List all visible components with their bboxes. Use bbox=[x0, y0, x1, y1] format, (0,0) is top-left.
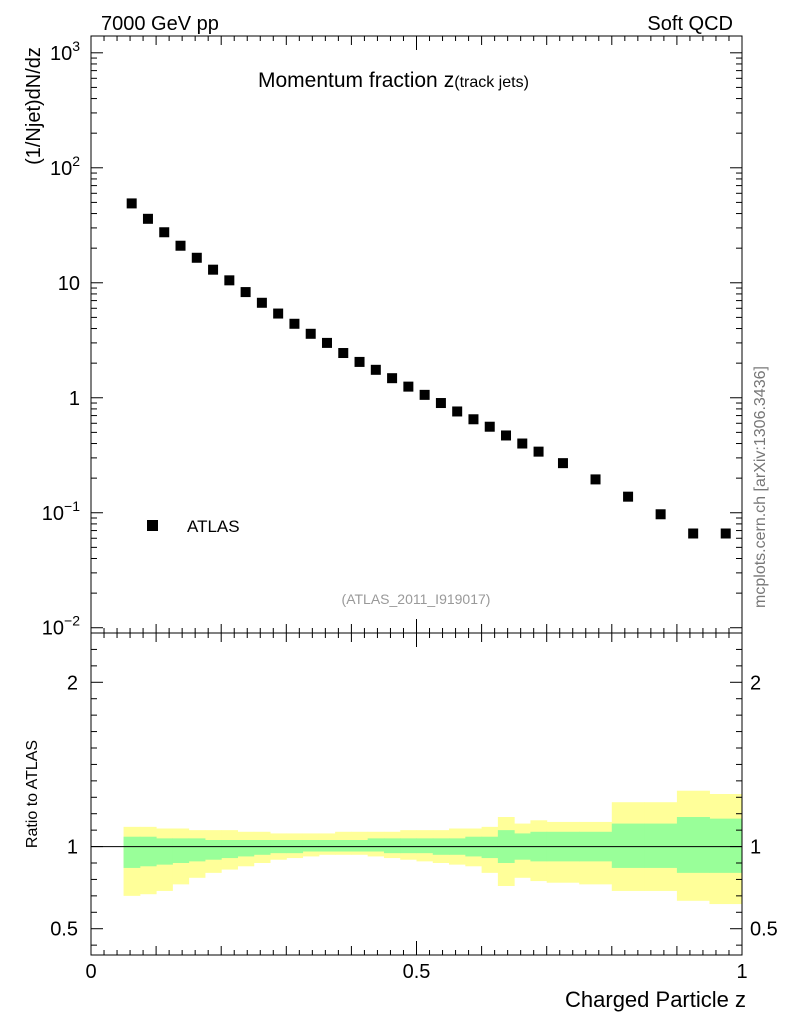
ratio-band-bin bbox=[709, 818, 743, 873]
data-point bbox=[370, 364, 381, 375]
ratio-band-bin bbox=[139, 836, 157, 867]
ratio-tick-label-right: 2 bbox=[750, 672, 761, 694]
legend-label: ATLAS bbox=[187, 517, 240, 536]
energy-label: 7000 GeV pp bbox=[101, 13, 219, 35]
ratio-tick-label-right: 0.5 bbox=[750, 919, 778, 941]
ratio-band-bin bbox=[367, 838, 385, 852]
data-point bbox=[273, 308, 284, 319]
data-point bbox=[517, 438, 528, 449]
ratio-band-bin bbox=[481, 836, 499, 859]
y-tick-label: 1 bbox=[69, 388, 80, 410]
y-tick-label: 10 bbox=[58, 273, 80, 295]
ratio-band-bin bbox=[172, 838, 190, 863]
process-label: Soft QCD bbox=[647, 13, 733, 35]
data-point bbox=[468, 414, 479, 425]
ratio-band-bin bbox=[204, 840, 222, 860]
plot-title-main: Momentum fraction bbox=[258, 69, 438, 92]
data-point bbox=[354, 356, 365, 367]
plot-title-var: z bbox=[444, 69, 455, 92]
ratio-y-tick-labels: 0.5 0.5 1 1 2 2 bbox=[50, 672, 778, 940]
source-credit: mcplots.cern.ch [arXiv:1306.3436] bbox=[752, 366, 769, 608]
data-point bbox=[142, 213, 153, 224]
ratio-tick-label-left: 0.5 bbox=[50, 919, 78, 941]
ratio-band-bin bbox=[237, 840, 255, 857]
data-point bbox=[256, 297, 267, 308]
ratio-band-bin bbox=[188, 838, 206, 862]
ratio-band-bin bbox=[156, 838, 173, 865]
data-point bbox=[175, 240, 186, 251]
main-ticks bbox=[90, 36, 743, 634]
data-point bbox=[623, 491, 634, 502]
ratio-band-bin bbox=[221, 840, 238, 859]
ratio-band-bin bbox=[318, 840, 336, 852]
ratio-band-bin bbox=[611, 823, 645, 868]
ratio-tick-label-left: 1 bbox=[67, 837, 78, 859]
ratio-panel: 0.5 0.51 12 2 0 0.5 1 Ratio to ATLAS bbox=[24, 632, 778, 983]
y-tick-label: 10−2 bbox=[42, 613, 80, 640]
x-tick-label: 0 bbox=[85, 961, 96, 983]
data-point bbox=[289, 318, 300, 329]
data-point bbox=[452, 406, 463, 417]
data-point bbox=[338, 348, 349, 359]
data-point bbox=[720, 528, 731, 539]
data-point bbox=[533, 446, 544, 457]
plot-title-sub: (track jets) bbox=[454, 74, 529, 91]
ratio-band-bin bbox=[644, 823, 678, 868]
ratio-tick-label-right: 1 bbox=[750, 837, 761, 859]
data-point bbox=[557, 458, 568, 469]
y-tick-label: 10−1 bbox=[42, 498, 80, 525]
ratio-band-bin bbox=[253, 840, 271, 855]
x-tick-label: 1 bbox=[736, 961, 747, 983]
data-point bbox=[224, 275, 235, 286]
data-point bbox=[208, 264, 219, 275]
ratio-band-bin bbox=[351, 840, 369, 852]
data-point bbox=[419, 389, 430, 400]
ratio-band-bin bbox=[383, 838, 401, 854]
ratio-tick-label-left: 2 bbox=[67, 672, 78, 694]
y-axis-label: (1/Njet)dN/dz bbox=[23, 47, 45, 165]
y-tick-label: 102 bbox=[50, 153, 80, 180]
data-point bbox=[126, 198, 137, 209]
ratio-band-bin bbox=[416, 838, 434, 854]
ratio-band-bin bbox=[123, 836, 141, 868]
ratio-ticks bbox=[90, 632, 743, 955]
data-point bbox=[484, 421, 495, 432]
main-frame bbox=[90, 35, 743, 634]
data-point bbox=[403, 381, 414, 392]
data-point bbox=[240, 287, 251, 298]
data-point bbox=[435, 398, 446, 409]
ratio-band-bin bbox=[676, 817, 710, 873]
data-point bbox=[688, 528, 699, 539]
ratio-band-bin bbox=[302, 840, 320, 852]
x-tick-label: 0.5 bbox=[403, 961, 431, 983]
data-point bbox=[191, 252, 202, 263]
data-point bbox=[305, 328, 316, 339]
ratio-axis-label: Ratio to ATLAS bbox=[24, 740, 41, 848]
ratio-band-bin bbox=[335, 840, 352, 852]
data-point bbox=[321, 337, 332, 348]
data-point bbox=[387, 373, 398, 384]
data-point bbox=[159, 227, 170, 238]
plot-title: Momentum fraction z(track jets) bbox=[258, 69, 529, 92]
x-tick-labels: 0 0.5 1 bbox=[85, 961, 747, 983]
legend-marker bbox=[147, 520, 158, 531]
ratio-frame bbox=[90, 632, 743, 956]
ratio-bands bbox=[123, 790, 743, 905]
analysis-id: (ATLAS_2011_I919017) bbox=[342, 591, 491, 607]
data-point bbox=[655, 509, 666, 520]
data-point bbox=[501, 430, 512, 441]
y-tick-label: 103 bbox=[50, 38, 80, 65]
marker-layer bbox=[126, 198, 731, 539]
data-point bbox=[590, 474, 601, 485]
x-axis-label: Charged Particle z bbox=[565, 987, 746, 1012]
ratio-band-bin bbox=[400, 838, 417, 854]
